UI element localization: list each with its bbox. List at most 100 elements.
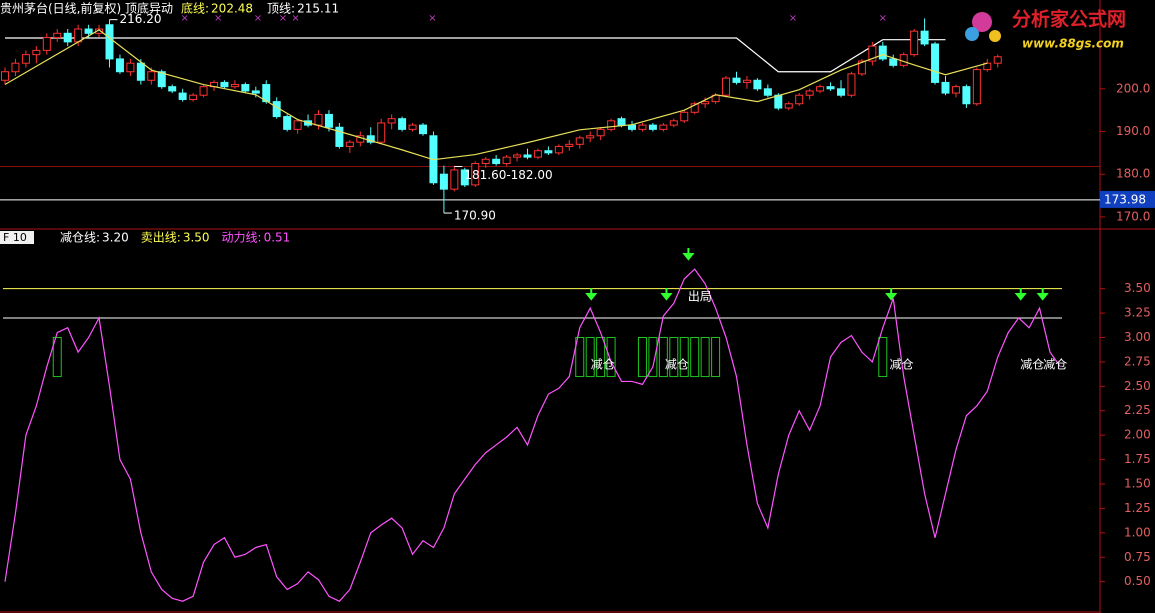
signal-mark: ×	[291, 13, 299, 24]
signal-box	[637, 336, 647, 378]
y-tick-label: 0.75	[1124, 550, 1151, 564]
candle-body	[11, 62, 20, 73]
candle-body	[450, 169, 459, 190]
candle-body	[178, 92, 187, 100]
signal-box	[700, 336, 710, 378]
candle-body	[241, 84, 250, 92]
header-text: 0.51	[264, 231, 291, 245]
candle-body	[826, 86, 835, 90]
candle-body	[439, 173, 448, 190]
signal-mark: ×	[428, 13, 436, 24]
candle-body	[408, 124, 417, 130]
candle-body	[669, 120, 678, 126]
candle-body	[544, 150, 553, 154]
candle-body	[84, 28, 93, 34]
candle-body	[951, 86, 960, 94]
candle-body	[638, 124, 647, 130]
signal-box	[658, 336, 668, 378]
signal-arrow	[682, 248, 695, 261]
candle-body	[941, 81, 950, 94]
y-tick-label: 200.0	[1116, 81, 1150, 95]
candle-body	[105, 24, 114, 60]
signal-arrow	[1036, 288, 1049, 301]
candle-body	[523, 154, 532, 158]
signal-label: 减仓	[1020, 358, 1044, 372]
signal-arrow	[885, 288, 898, 301]
candle-body	[21, 54, 30, 64]
candle-body	[763, 88, 772, 96]
candle-body	[899, 54, 908, 66]
candle-body	[596, 128, 605, 137]
y-tick-label: 2.50	[1124, 379, 1151, 393]
candle-body	[774, 94, 783, 109]
signal-box	[878, 336, 888, 378]
signal-box	[679, 336, 689, 378]
price-tag-label: 173.98	[1104, 192, 1146, 206]
candle-body	[722, 77, 731, 96]
candle-body	[314, 113, 323, 126]
candle-body	[398, 118, 407, 130]
candle-body	[554, 145, 563, 154]
y-tick-label: 2.25	[1124, 403, 1151, 417]
candle-body	[962, 86, 971, 105]
candle-body	[199, 86, 208, 96]
candle-body	[680, 111, 689, 122]
annotation: 216.20	[120, 12, 162, 26]
candle-body	[659, 124, 668, 130]
header-text: 卖出线:	[141, 231, 181, 245]
candle-body	[565, 143, 574, 147]
logo-icon	[972, 12, 992, 32]
signal-label: 减仓	[665, 358, 689, 372]
moving-average	[4, 29, 988, 161]
candle-body	[283, 116, 292, 130]
signal-box	[711, 336, 721, 378]
header-text: 减仓线:	[60, 231, 100, 245]
candle-body	[377, 122, 386, 143]
signal-arrow	[1014, 288, 1027, 301]
candle-body	[753, 79, 762, 90]
candle-body	[147, 71, 156, 81]
candle-body	[742, 79, 751, 83]
signal-box	[669, 336, 679, 378]
candle-body	[95, 28, 104, 34]
y-tick-label: 1.50	[1124, 477, 1151, 491]
candle-body	[586, 135, 595, 139]
candle-body	[784, 103, 793, 109]
candle-body	[53, 32, 62, 39]
signal-box	[596, 336, 606, 378]
candle-body	[847, 73, 856, 96]
signal-arrow	[585, 288, 598, 301]
y-tick-label: 180.0	[1116, 167, 1150, 181]
header-text: 贵州茅台(日线,前复权) 顶底异动	[0, 1, 173, 16]
candle-body	[533, 150, 542, 158]
signal-label: 减仓	[890, 358, 914, 372]
signal-mark: ×	[789, 13, 797, 24]
header-text: 3.50	[183, 231, 210, 245]
candle-body	[220, 81, 229, 88]
candle-body	[324, 113, 333, 128]
candle-body	[387, 118, 396, 124]
candle-body	[701, 101, 710, 105]
candle-body	[366, 135, 375, 143]
axes: 贵州茅台(日线,前复权) 顶底异动 底线: 202.48 顶线: 215.11 200.0…	[0, 1, 1155, 588]
candle-body	[690, 103, 699, 113]
y-tick-label: 190.0	[1116, 124, 1150, 138]
candle-body	[345, 141, 354, 147]
candle-body	[920, 30, 929, 45]
signal-mark: ×	[181, 13, 189, 24]
candle-body	[293, 120, 302, 130]
candle-body	[972, 69, 981, 105]
signal-box	[52, 336, 62, 378]
signal-arrow	[660, 288, 673, 301]
y-tick-label: 2.75	[1124, 354, 1151, 368]
candle-body	[868, 45, 877, 62]
signal-mark: ×	[879, 13, 887, 24]
candle-body	[32, 49, 41, 56]
tab-label: F 10	[3, 231, 27, 244]
y-tick-label: 0.50	[1124, 574, 1151, 588]
candle-body	[502, 156, 511, 165]
signal-label: 减仓	[591, 358, 615, 372]
